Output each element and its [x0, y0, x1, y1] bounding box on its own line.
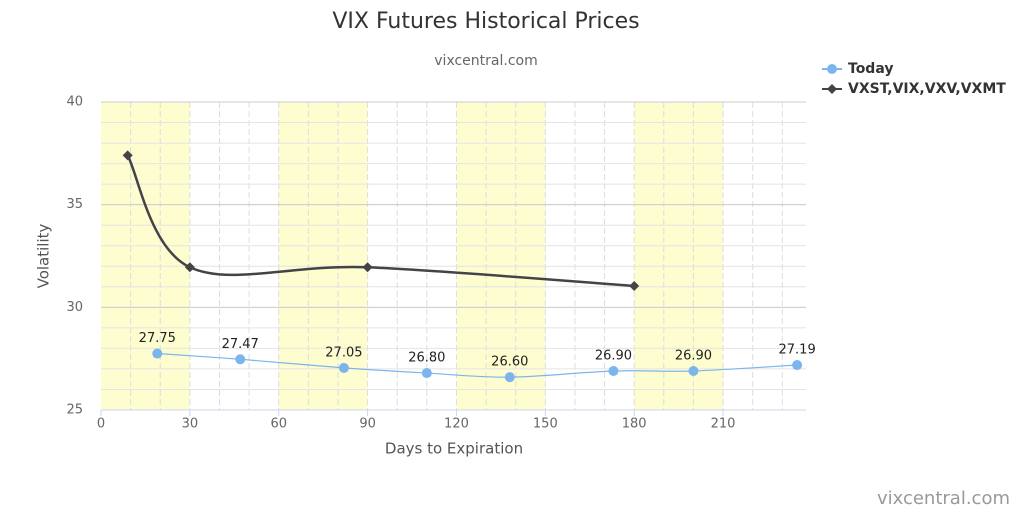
legend-label[interactable]: Today — [848, 61, 893, 77]
data-point — [338, 362, 349, 373]
y-tick-label: 40 — [66, 95, 83, 110]
plot-band — [278, 102, 368, 410]
data-point — [421, 368, 432, 379]
x-tick-label: 0 — [97, 417, 105, 432]
data-point — [122, 150, 133, 161]
chart-subtitle: vixcentral.com — [434, 53, 537, 69]
y-tick-label: 35 — [66, 197, 83, 212]
plot-band — [634, 102, 724, 410]
data-point — [504, 372, 515, 383]
data-point — [152, 348, 163, 359]
data-point — [688, 365, 699, 376]
x-tick-label: 90 — [359, 417, 376, 432]
y-tick-label: 30 — [66, 300, 83, 315]
plot-band — [456, 102, 546, 410]
data-label: 26.80 — [408, 351, 445, 366]
series-line — [126, 154, 635, 288]
credits[interactable]: vixcentral.com — [877, 488, 1010, 509]
data-label: 27.47 — [222, 337, 259, 352]
data-label: 26.90 — [595, 348, 632, 363]
chart-title: VIX Futures Historical Prices — [332, 9, 639, 34]
data-point — [629, 280, 640, 291]
data-label: 27.05 — [325, 345, 362, 360]
data-point — [362, 262, 373, 273]
y-axis-label: Volatility — [35, 223, 53, 288]
legend-label[interactable]: VXST,VIX,VXV,VXMT — [848, 81, 1006, 97]
x-tick-label: 30 — [182, 417, 199, 432]
x-axis-label: Days to Expiration — [385, 440, 523, 458]
legend-symbol — [827, 84, 837, 94]
x-tick-label: 150 — [533, 417, 558, 432]
data-label: 26.60 — [491, 355, 528, 370]
data-point — [235, 354, 246, 365]
data-point — [792, 360, 803, 371]
x-tick-label: 210 — [711, 417, 736, 432]
x-tick-label: 120 — [444, 417, 469, 432]
data-label: 26.90 — [675, 348, 712, 363]
plot-band — [101, 102, 190, 410]
data-label: 27.19 — [779, 343, 816, 358]
x-tick-label: 180 — [622, 417, 647, 432]
data-label: 27.75 — [139, 331, 176, 346]
legend-symbol — [827, 64, 837, 74]
data-point — [608, 365, 619, 376]
y-tick-label: 25 — [66, 403, 83, 418]
data-point — [184, 262, 195, 273]
x-tick-label: 60 — [270, 417, 287, 432]
